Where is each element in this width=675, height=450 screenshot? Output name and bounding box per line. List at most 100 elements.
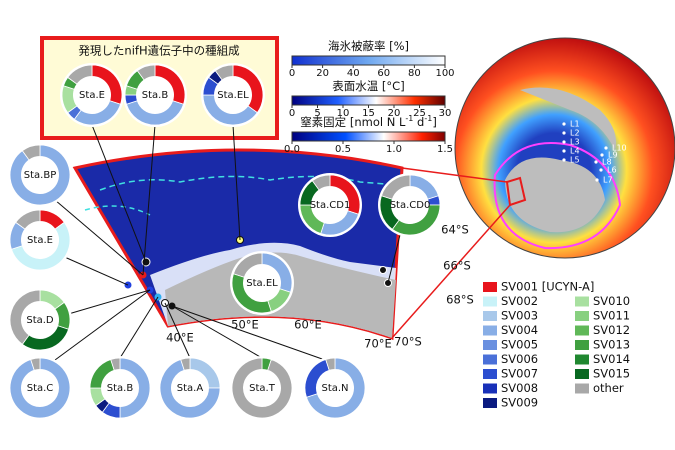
colorbar-tick-label: 5: [314, 108, 320, 119]
map-label: 68°S: [446, 293, 474, 307]
colorbar-tick-label: 0.5: [335, 144, 351, 155]
colorbar-tick-label: 0.0: [284, 144, 300, 155]
donut: Sta.E: [60, 63, 124, 127]
map-label: 60°E: [294, 318, 322, 332]
legend-label: SV009: [501, 396, 538, 410]
donut-segment: [311, 174, 331, 191]
station-label: Sta.E: [27, 235, 53, 246]
station-label: Sta.C: [27, 383, 54, 394]
legend-swatch: [575, 296, 589, 307]
colorbar-tick-label: 25: [413, 108, 426, 119]
station-label: Sta.EL: [217, 90, 249, 101]
legend-swatch: [575, 354, 589, 365]
colorbar: [291, 55, 446, 66]
globe-label: L3: [570, 138, 580, 147]
globe-label: L6: [607, 166, 617, 175]
donut-segment: [21, 144, 41, 161]
colorbar-tick-label: 15: [362, 108, 375, 119]
legend-label: SV003: [501, 309, 538, 323]
donut-segment: [159, 358, 221, 419]
map-label: 66°S: [443, 259, 471, 273]
station-dot: [595, 178, 599, 182]
colorbar: [291, 131, 446, 142]
legend-swatch: [483, 369, 497, 379]
station-dot: [562, 122, 566, 126]
map-label: 70°S: [394, 335, 422, 349]
label-part: 窒素固定 [nmol N L: [300, 115, 406, 129]
globe-label: L5: [570, 156, 580, 165]
donut: Sta.T: [230, 356, 294, 420]
station-dot: [604, 146, 608, 150]
colorbar-tick-label: 20: [316, 68, 329, 79]
label-part: 表面水温 [°C]: [332, 79, 404, 93]
globe: [391, 37, 675, 339]
label-part: d: [413, 115, 424, 129]
station-dot: [562, 140, 566, 144]
donut: Sta.B: [88, 356, 152, 420]
colorbar-tick-label: 0: [289, 108, 295, 119]
colorbar-label: 窒素固定 [nmol N L-1 d-1]: [300, 114, 437, 129]
donut-segment: [9, 144, 71, 206]
donut-segment: [136, 64, 156, 81]
station-dot: [599, 168, 603, 172]
legend-swatch: [483, 383, 497, 394]
station-label: Sta.CD0: [390, 200, 431, 211]
map-label: 40°E: [166, 331, 194, 345]
donut-segment: [30, 357, 41, 371]
donut-segment: [9, 289, 41, 345]
legend-swatch: [483, 340, 497, 350]
legend-label: SV011: [593, 309, 630, 323]
globe-label: L7: [603, 176, 613, 185]
station-label: Sta.T: [249, 383, 276, 394]
donut-segment: [214, 64, 234, 81]
legend-label: SV005: [501, 338, 538, 352]
donut: Sta.B: [123, 63, 187, 127]
legend-swatch: [483, 296, 497, 307]
legend-label: SV010: [593, 294, 630, 308]
legend-label: SV015: [593, 367, 630, 381]
globe-label: L8: [602, 158, 612, 167]
donut: Sta.D: [8, 288, 72, 352]
station-label: Sta.B: [107, 383, 134, 394]
colorbar-tick-label: 60: [377, 68, 390, 79]
donut: Sta.EL: [201, 63, 265, 127]
label-part: ]: [432, 115, 437, 129]
legend-swatch: [575, 340, 589, 350]
station-label: Sta.E: [79, 90, 105, 101]
legend-swatch: [575, 369, 589, 379]
superscript: -1: [424, 114, 432, 123]
station-dot: [562, 149, 566, 153]
donut: Sta.C: [8, 356, 72, 420]
station-dot: [562, 131, 566, 135]
donut-segment: [180, 357, 191, 371]
donut-segment: [10, 221, 71, 271]
colorbar-label: 海氷被蔽率 [%]: [328, 39, 409, 53]
map: [54, 124, 404, 361]
legend-label: SV004: [501, 323, 538, 337]
legend-label: SV001 [UCYN-A]: [501, 280, 594, 294]
globe-label: L10: [612, 144, 627, 153]
legend-label: SV007: [501, 367, 538, 381]
station-label: Sta.D: [26, 315, 54, 326]
colorbar-tick-label: 100: [435, 68, 454, 79]
legend-swatch: [483, 398, 497, 408]
donut: Sta.CD0: [378, 173, 442, 237]
donut-segment: [110, 357, 121, 371]
legend-label: SV012: [593, 323, 630, 337]
legend-swatch: [483, 354, 497, 365]
station-dot: [600, 153, 604, 157]
station-label: Sta.A: [177, 383, 204, 394]
donut-segment: [15, 209, 41, 230]
legend-swatch: [483, 325, 497, 336]
legend-label: other: [593, 381, 624, 395]
colorbar-tick-label: 1.0: [386, 144, 402, 155]
donut-segment: [305, 357, 366, 419]
legend-label: SV002: [501, 294, 538, 308]
donut-segment: [232, 252, 263, 278]
donut-segment: [231, 357, 293, 419]
legend-label: SV006: [501, 352, 538, 366]
legend-swatch: [575, 383, 589, 394]
station-label: Sta.BP: [24, 170, 56, 181]
superscript: -1: [405, 114, 413, 123]
